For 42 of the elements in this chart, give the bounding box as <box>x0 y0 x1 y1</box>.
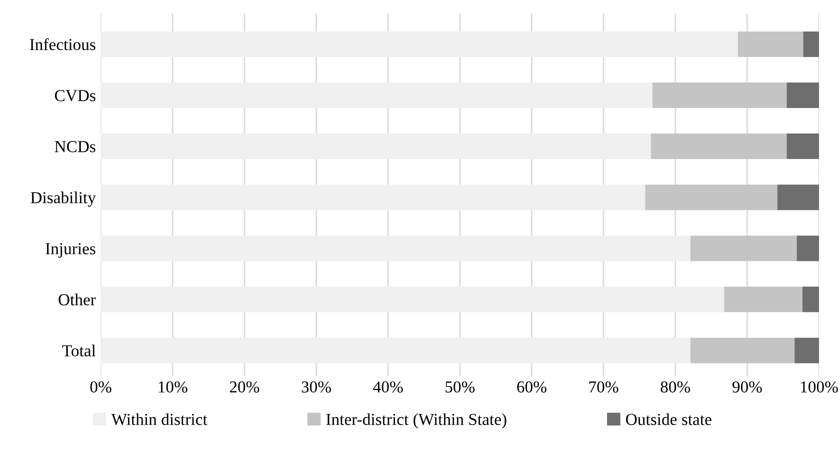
bar <box>100 31 738 57</box>
legend-label: Within district <box>111 413 208 426</box>
bar <box>100 286 724 312</box>
x-tick-label: 90% <box>732 381 762 393</box>
legend-label: Inter-district (Within State) <box>326 413 506 428</box>
bar <box>777 184 819 210</box>
y-tick-label: Disability <box>30 192 96 207</box>
bar <box>724 286 802 312</box>
bar <box>690 236 797 262</box>
bar <box>650 134 787 160</box>
bar <box>794 338 819 364</box>
x-tick-label: 60% <box>517 381 546 393</box>
bar <box>786 134 819 160</box>
bar <box>803 31 819 57</box>
x-tick-label: 50% <box>446 381 475 393</box>
bar <box>652 82 787 108</box>
bar <box>796 236 819 262</box>
x-tick-label: 10% <box>158 381 188 393</box>
y-tick-label: CVDs <box>54 90 96 102</box>
bar <box>738 31 804 57</box>
bar <box>802 286 819 312</box>
x-tick-label: 30% <box>302 381 331 393</box>
bar <box>100 184 646 210</box>
y-tick-label: NCDs <box>54 141 96 152</box>
bar <box>786 82 819 108</box>
x-tick-label: 40% <box>373 381 403 393</box>
bar <box>100 134 651 160</box>
bar <box>100 338 690 364</box>
y-tick-label: Total <box>62 344 96 356</box>
y-tick-label: Infectious <box>30 38 96 50</box>
x-tick-label: 100% <box>801 381 838 393</box>
bar <box>100 236 690 262</box>
legend-label: Outside state <box>626 413 712 426</box>
x-tick-label: 20% <box>230 381 260 393</box>
bar <box>100 82 652 108</box>
x-tick-label: 0% <box>90 381 112 393</box>
x-tick-label: 70% <box>589 381 618 393</box>
y-tick-label: Other <box>58 294 96 306</box>
x-tick-label: 80% <box>660 381 690 393</box>
bar <box>690 338 795 364</box>
y-tick-label: Injuries <box>46 243 96 258</box>
bar <box>645 184 778 210</box>
